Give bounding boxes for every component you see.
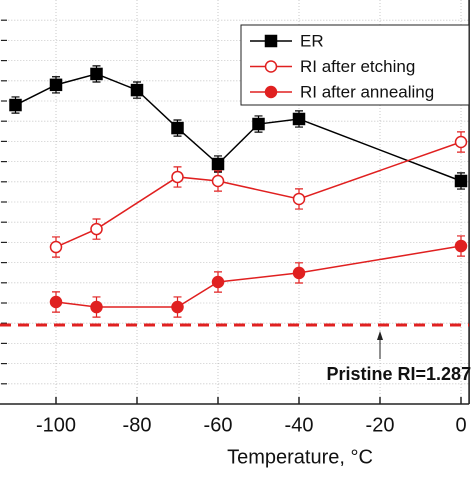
x-tick-label: -80 [123,414,152,436]
data-point [252,117,265,131]
data-point [454,174,468,188]
data-point [49,295,63,309]
legend-marker [264,85,278,99]
legend: ER RI after etching RI after annealing [240,24,470,106]
data-point [49,78,63,92]
data-point [171,300,184,314]
data-point [171,170,184,184]
data-point [130,83,144,97]
data-point [90,222,103,236]
x-tick-label: 0 [455,414,466,436]
data-point [454,135,468,149]
data-point [211,275,225,289]
data-point [171,121,184,135]
series-line [55,245,462,308]
legend-marker [264,60,278,73]
data-point [9,98,22,112]
x-axis-label: Temperature, °C [227,446,373,468]
data-point [90,300,103,314]
legend-marker [264,34,278,48]
x-tick-label: -40 [285,414,314,436]
data-point [211,157,225,171]
data-point [211,174,225,188]
data-point [292,192,306,206]
data-point [292,112,306,126]
data-point [49,240,63,254]
series-line [55,141,462,248]
data-point [90,67,103,81]
x-tick-label: -100 [36,414,76,436]
data-point [454,239,468,253]
annotation: Pristine RI=1.287 [327,364,472,384]
legend-label: RI after etching [300,57,415,76]
x-tick-label: -60 [204,414,233,436]
data-point [292,266,306,280]
arrow-head [377,331,383,341]
legend-label: RI after annealing [300,82,434,101]
legend-label: ER [300,31,324,50]
x-tick-label: -20 [366,414,395,436]
